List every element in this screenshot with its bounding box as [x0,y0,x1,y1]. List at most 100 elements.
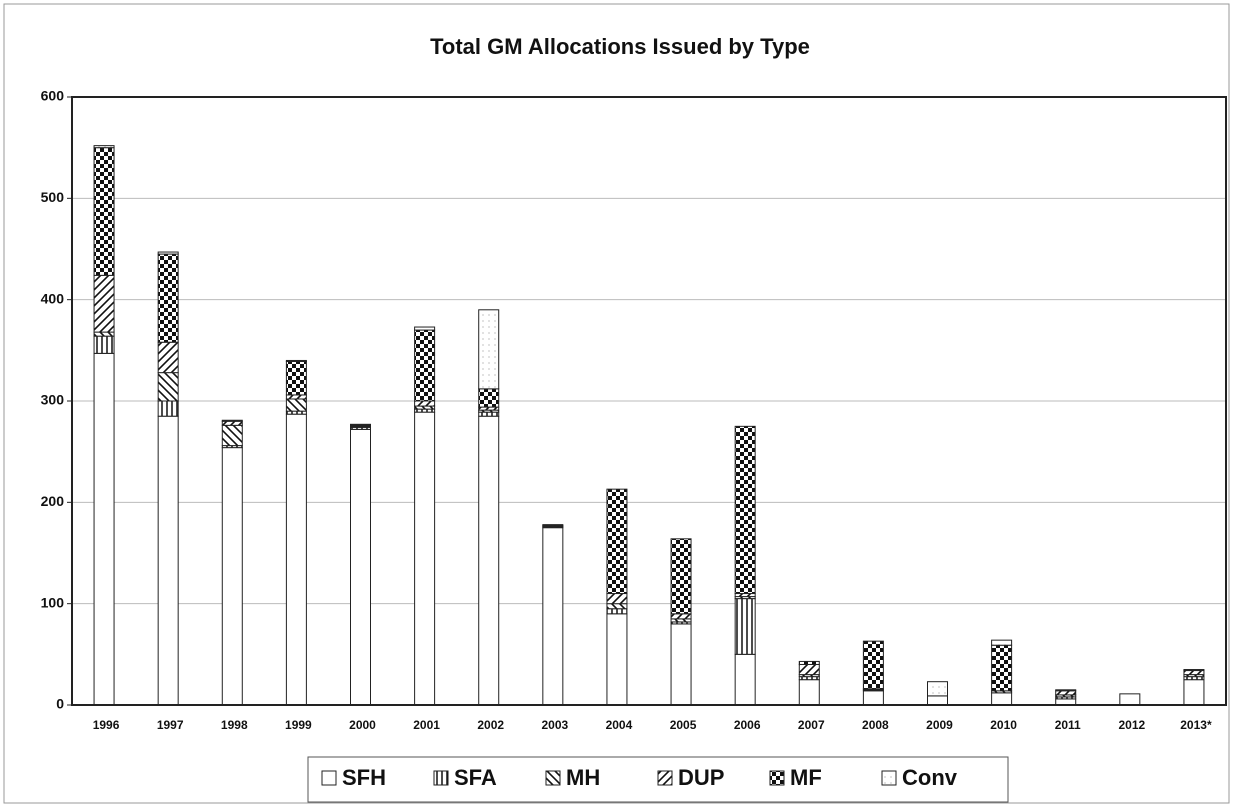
legend-label: SFH [342,765,386,790]
bar-segment [670,538,692,615]
bar-segment [606,593,628,605]
legend-swatch [433,770,449,786]
bar-segment [93,274,115,333]
chart-title: Total GM Allocations Issued by Type [430,34,810,59]
x-tick-label: 2002 [477,718,504,732]
bar-segment [221,424,243,447]
y-tick-label: 0 [56,696,64,712]
bar-segment [862,640,884,690]
bar-segment [1183,679,1205,706]
bar-segment [1183,669,1205,672]
legend-label: MH [566,765,600,790]
bar-segment [798,663,820,676]
x-tick-label: 2010 [990,718,1017,732]
bar-segment [93,147,115,276]
bar-segment [927,681,948,697]
bar-segment [93,335,115,354]
chart-frame [3,3,1230,804]
legend-label: Conv [902,765,958,790]
bar-segment [93,352,115,706]
legend-label: DUP [678,765,724,790]
x-tick-label: 2011 [1055,718,1081,732]
x-tick-label: 2001 [413,718,440,732]
bar-segment [157,341,179,374]
bar-segment [478,415,500,706]
x-tick-label: 1997 [157,718,184,732]
legend-label: MF [790,765,822,790]
bar-segment [350,428,371,706]
bar-segment [1055,689,1077,692]
x-tick-label: 2005 [670,718,697,732]
bar-segment [606,613,628,706]
x-tick-label: 2008 [862,718,889,732]
bar-segment [734,653,756,706]
bar-segment [221,420,243,426]
bar-segment [542,524,564,527]
bar-segment [285,360,307,396]
bar-segment [862,690,884,706]
bar-segment [927,695,948,706]
bar-segment [991,639,1013,646]
bar-segment [1183,670,1205,676]
x-tick-label: 2009 [926,718,953,732]
x-tick-label: 2007 [798,718,825,732]
bar-segment [414,411,436,706]
bar-segment [1119,693,1141,706]
bar-segment [221,419,243,422]
bar-segment [606,603,628,610]
x-tick-label: 1996 [93,718,120,732]
legend-swatch [545,770,561,786]
bar-segment [734,598,756,655]
bar-segment [157,400,179,417]
y-tick-label: 200 [41,493,65,509]
bar-segment [285,394,307,400]
bar-segment [93,145,115,149]
bar-segment [157,372,179,402]
bar-segment [350,423,371,426]
x-tick-label: 2013* [1180,718,1212,732]
bar-segment [285,398,307,412]
bar-segment [798,660,820,665]
bar-segment [414,329,436,402]
bar-segment [285,413,307,706]
x-tick-label: 2000 [349,718,376,732]
bar-segment [1055,690,1077,696]
legend-label: SFA [454,765,497,790]
bar-segment [734,425,756,595]
bar-segment [414,400,436,407]
bar-segment [606,488,628,595]
x-tick-label: 2006 [734,718,761,732]
y-tick-label: 600 [41,88,65,104]
x-tick-label: 1999 [285,718,312,732]
legend-swatch [881,770,897,786]
bar-segment [478,388,500,408]
bar-segment [606,608,628,615]
x-tick-label: 2004 [606,718,633,732]
y-tick-label: 500 [41,189,65,205]
bar-segment [670,613,692,620]
y-tick-label: 400 [41,290,65,306]
bar-segment [221,447,243,706]
bar-segment [93,331,115,337]
y-tick-label: 100 [41,594,65,610]
x-tick-label: 2003 [541,718,568,732]
legend-swatch [321,770,337,786]
bar-segment [478,411,500,417]
bar-segment [157,253,179,343]
bar-segment [414,326,436,331]
bar-segment [157,415,179,706]
x-tick-label: 2012 [1118,718,1145,732]
bar-segment [157,251,179,255]
bar-segment [478,309,500,390]
bar-segment [670,623,692,706]
bar-segment [991,644,1013,692]
bar-segment [798,679,820,706]
legend-swatch [657,770,673,786]
bar-segment [991,692,1013,706]
y-tick-label: 300 [41,392,65,408]
bar-segment [542,527,564,706]
legend-swatch [769,770,785,786]
bar-segment [285,359,307,362]
x-tick-label: 1998 [221,718,248,732]
